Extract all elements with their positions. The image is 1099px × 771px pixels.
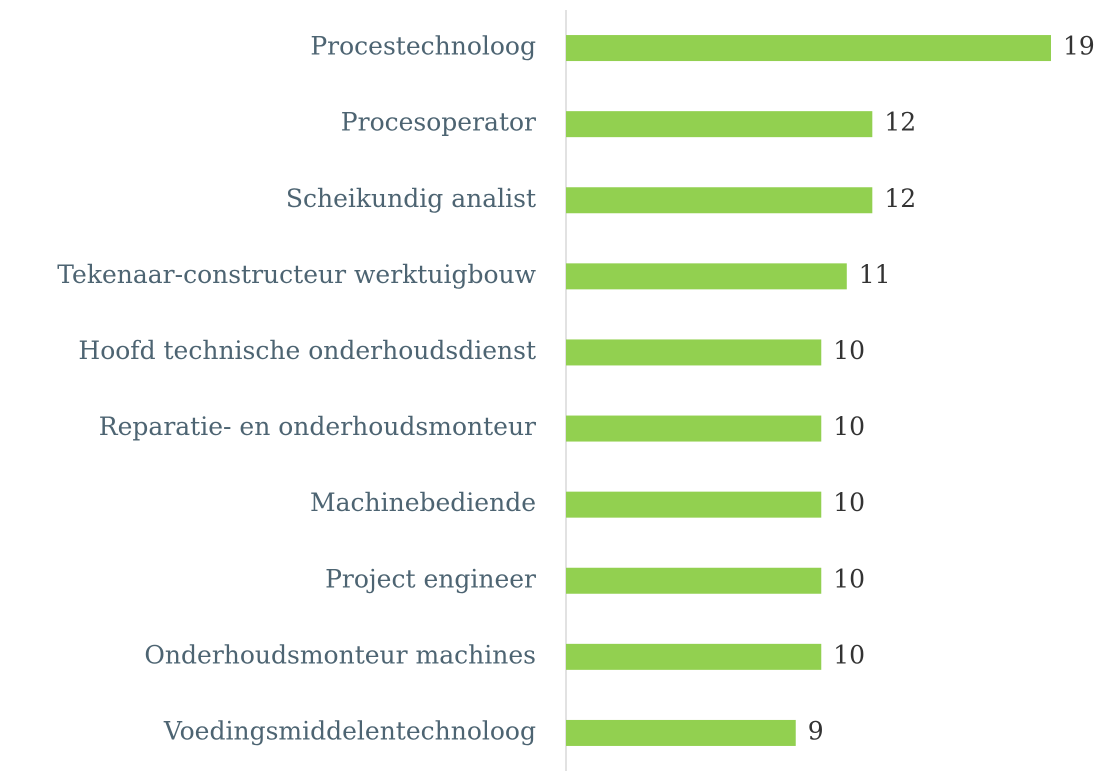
category-label: Procestechnoloog [310, 32, 536, 61]
value-label: 10 [833, 412, 865, 441]
value-label: 10 [833, 488, 865, 517]
value-label: 12 [884, 184, 916, 213]
category-label: Machinebediende [310, 488, 536, 517]
bar [566, 263, 847, 290]
value-label: 9 [808, 716, 824, 745]
category-label: Scheikundig analist [286, 184, 536, 213]
value-label: 19 [1063, 32, 1095, 61]
bar [566, 567, 822, 594]
category-label: Procesoperator [341, 108, 536, 137]
category-label: Tekenaar-constructeur werktuigbouw [57, 260, 536, 289]
category-label: Reparatie- en onderhoudsmonteur [99, 412, 536, 441]
bar [566, 719, 796, 746]
category-label: Hoofd technische onderhoudsdienst [78, 336, 536, 365]
bar [566, 339, 822, 366]
bar [566, 35, 1051, 62]
category-label: Project engineer [325, 564, 536, 593]
value-label: 11 [859, 260, 891, 289]
bar [566, 491, 822, 518]
category-label: Onderhoudsmonteur machines [144, 640, 536, 669]
value-label: 10 [833, 336, 865, 365]
value-label: 12 [884, 108, 916, 137]
bar [566, 187, 873, 214]
value-label: 10 [833, 640, 865, 669]
bar [566, 111, 873, 138]
bar [566, 415, 822, 442]
bar [566, 643, 822, 670]
category-label: Voedingsmiddelentechnoloog [163, 716, 536, 745]
value-label: 10 [833, 564, 865, 593]
